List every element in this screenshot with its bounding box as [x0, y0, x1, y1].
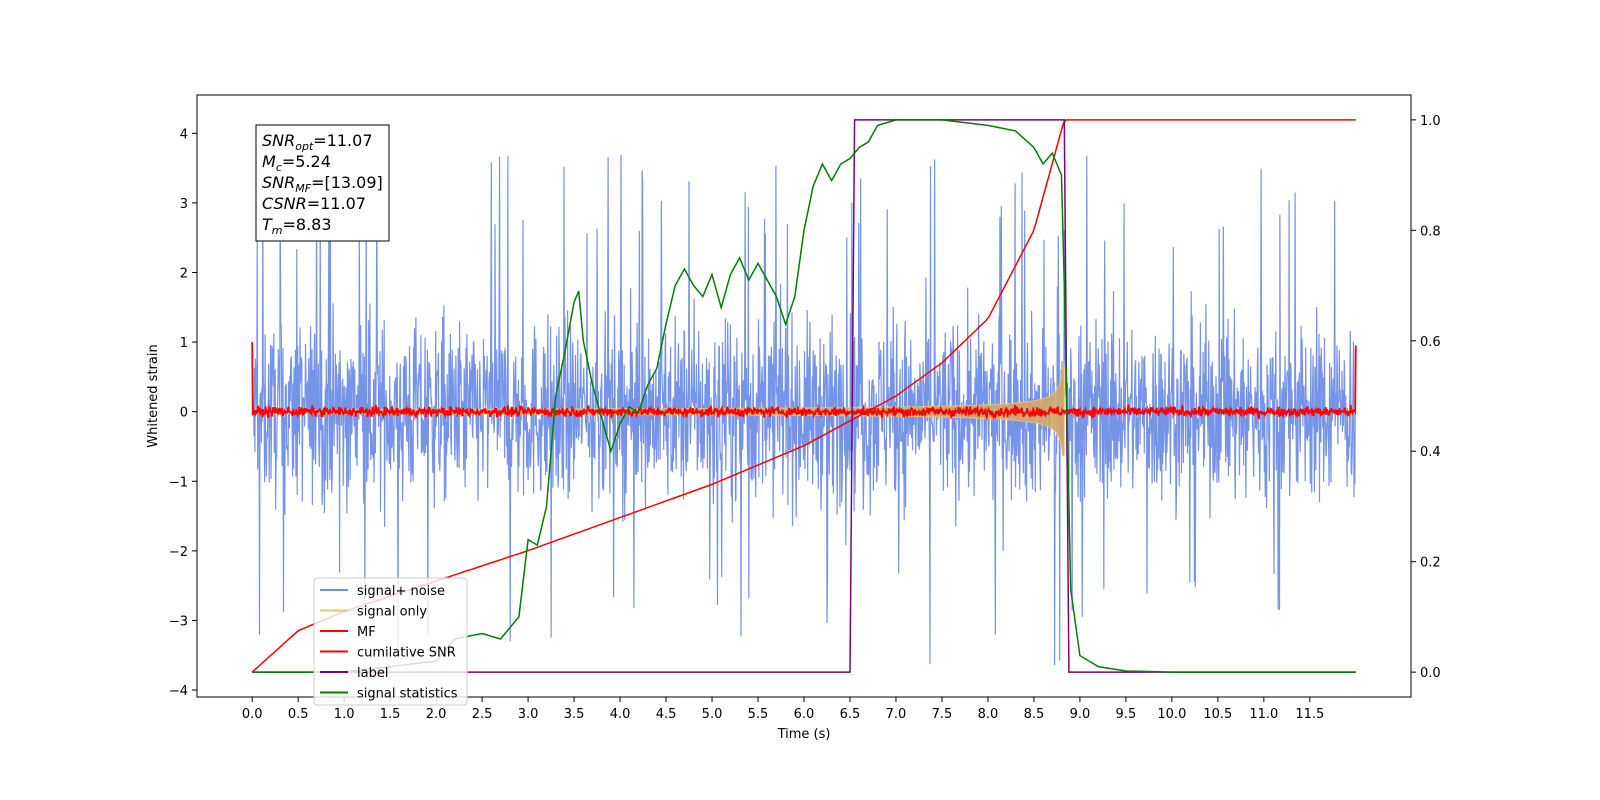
x-tick-label: 9.5: [1116, 707, 1137, 722]
series-signal-statistics: [252, 119, 1356, 673]
x-tick-label: 2.0: [426, 707, 447, 722]
annotation-box: SNRopt=11.07Mc=5.24SNRMF=[13.09]CSNR=11.…: [255, 124, 390, 242]
y-axis-right: 0.0 0.2 0.4 0.6 0.8 1.0: [1411, 114, 1441, 681]
x-axis-label: Time (s): [777, 727, 831, 742]
x-tick-label: 11.5: [1295, 707, 1324, 722]
x-axis: 0.0 0.5 1.0 1.5 2.0 2.5 3.0 3.5 4.0 4.5 5.0 5.5 6.0 6…: [242, 697, 1324, 722]
annotation-line: SNRMF=[13.09]: [262, 173, 383, 195]
annotation-line: SNRopt=11.07: [262, 131, 373, 153]
x-tick-label: 4.0: [610, 707, 631, 722]
y2-tick-label: 0.0: [1420, 666, 1441, 681]
y-tick-label: 1: [180, 336, 188, 351]
x-tick-label: 3.5: [564, 707, 585, 722]
x-tick-label: 7.5: [932, 707, 953, 722]
legend-label-signal-noise: signal+ noise: [357, 584, 445, 599]
x-tick-label: 10.0: [1157, 707, 1186, 722]
annotation-line: Tm=8.83: [262, 215, 332, 237]
annotation-box-frame: [255, 124, 390, 242]
legend-label-signal-only: signal only: [357, 605, 427, 620]
x-tick-label: 0.0: [242, 707, 263, 722]
y2-tick-label: 1.0: [1420, 114, 1441, 129]
legend-label-label: label: [357, 666, 388, 681]
y-tick-label: −4: [169, 684, 188, 699]
annotation-line: CSNR=11.07: [262, 194, 366, 213]
x-tick-label: 7.0: [886, 707, 907, 722]
x-tick-label: 9.0: [1070, 707, 1091, 722]
y-axis-left: −4 −3 −2 −1 0 1 2 3 4: [169, 127, 197, 699]
legend-label-signal-statistics: signal statistics: [357, 687, 458, 702]
x-tick-label: 1.5: [380, 707, 401, 722]
x-tick-label: 0.5: [288, 707, 309, 722]
x-tick-label: 8.0: [978, 707, 999, 722]
y2-tick-label: 0.6: [1420, 335, 1441, 350]
y-tick-label: 0: [180, 406, 188, 421]
x-tick-label: 11.0: [1249, 707, 1278, 722]
legend-label-mf: MF: [357, 625, 376, 640]
legend: signal+ noise signal only MF cumilative SNR…: [313, 577, 468, 706]
y-tick-label: 2: [180, 266, 188, 281]
legend-label-cumilative-snr: cumilative SNR: [357, 646, 456, 661]
y-tick-label: 3: [180, 197, 188, 212]
x-tick-label: 10.5: [1203, 707, 1232, 722]
annotation-line: Mc=5.24: [262, 152, 331, 174]
x-tick-label: 6.0: [794, 707, 815, 722]
y-tick-label: −3: [169, 614, 188, 629]
y-tick-label: −1: [169, 475, 188, 490]
x-tick-label: 5.0: [702, 707, 723, 722]
y-tick-label: 4: [180, 127, 188, 142]
series-label: [252, 119, 1356, 673]
x-tick-label: 1.0: [334, 707, 355, 722]
legend-frame: [313, 577, 468, 706]
series-layer: [251, 119, 1357, 673]
x-tick-label: 6.5: [840, 707, 861, 722]
x-tick-label: 3.0: [518, 707, 539, 722]
x-tick-label: 8.5: [1024, 707, 1045, 722]
y-tick-label: −2: [169, 545, 188, 560]
y2-tick-label: 0.8: [1420, 224, 1441, 239]
y-axis-label: Whitened strain: [146, 344, 161, 447]
series-mf: [251, 342, 1357, 421]
x-tick-label: 4.5: [656, 707, 677, 722]
y2-tick-label: 0.4: [1420, 445, 1441, 460]
x-tick-label: 5.5: [748, 707, 769, 722]
series-signal-noise: [251, 154, 1357, 666]
x-tick-label: 2.5: [472, 707, 493, 722]
y2-tick-label: 0.2: [1420, 556, 1441, 571]
